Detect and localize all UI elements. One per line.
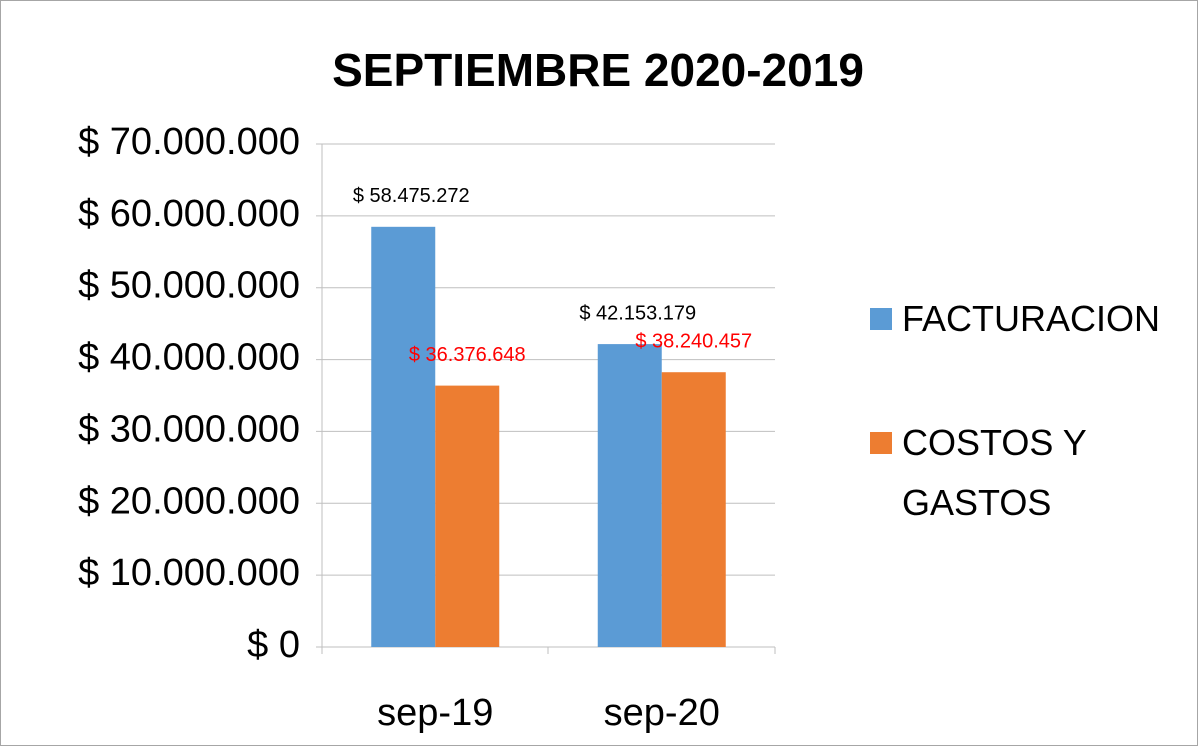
- bar: [597, 344, 662, 647]
- data-label: $ 38.240.457: [635, 330, 752, 352]
- legend-swatch: [870, 432, 892, 454]
- data-label: $ 36.376.648: [409, 344, 526, 366]
- data-label: $ 58.475.272: [353, 185, 470, 207]
- y-tick-label: $ 50.000.000: [78, 265, 300, 307]
- legend-swatch: [870, 308, 892, 330]
- bar: [435, 385, 500, 647]
- y-tick-label: $ 10.000.000: [78, 552, 300, 594]
- y-tick-label: $ 30.000.000: [78, 408, 300, 450]
- bar: [661, 372, 726, 647]
- x-tick-label: sep-19: [377, 692, 493, 734]
- y-tick-label: $ 40.000.000: [78, 337, 300, 379]
- legend-label: COSTOS Y GASTOS: [902, 422, 1087, 523]
- y-tick-label: $ 70.000.000: [78, 121, 300, 163]
- y-tick-label: $ 20.000.000: [78, 480, 300, 522]
- legend-label: FACTURACION: [902, 298, 1161, 339]
- data-label: $ 42.153.179: [579, 302, 696, 324]
- y-tick-label: $ 60.000.000: [78, 193, 300, 235]
- bar: [371, 226, 436, 647]
- y-tick-label: $ 0: [247, 624, 300, 666]
- x-tick-label: sep-20: [604, 692, 720, 734]
- chart-title: SEPTIEMBRE 2020-2019: [332, 44, 864, 96]
